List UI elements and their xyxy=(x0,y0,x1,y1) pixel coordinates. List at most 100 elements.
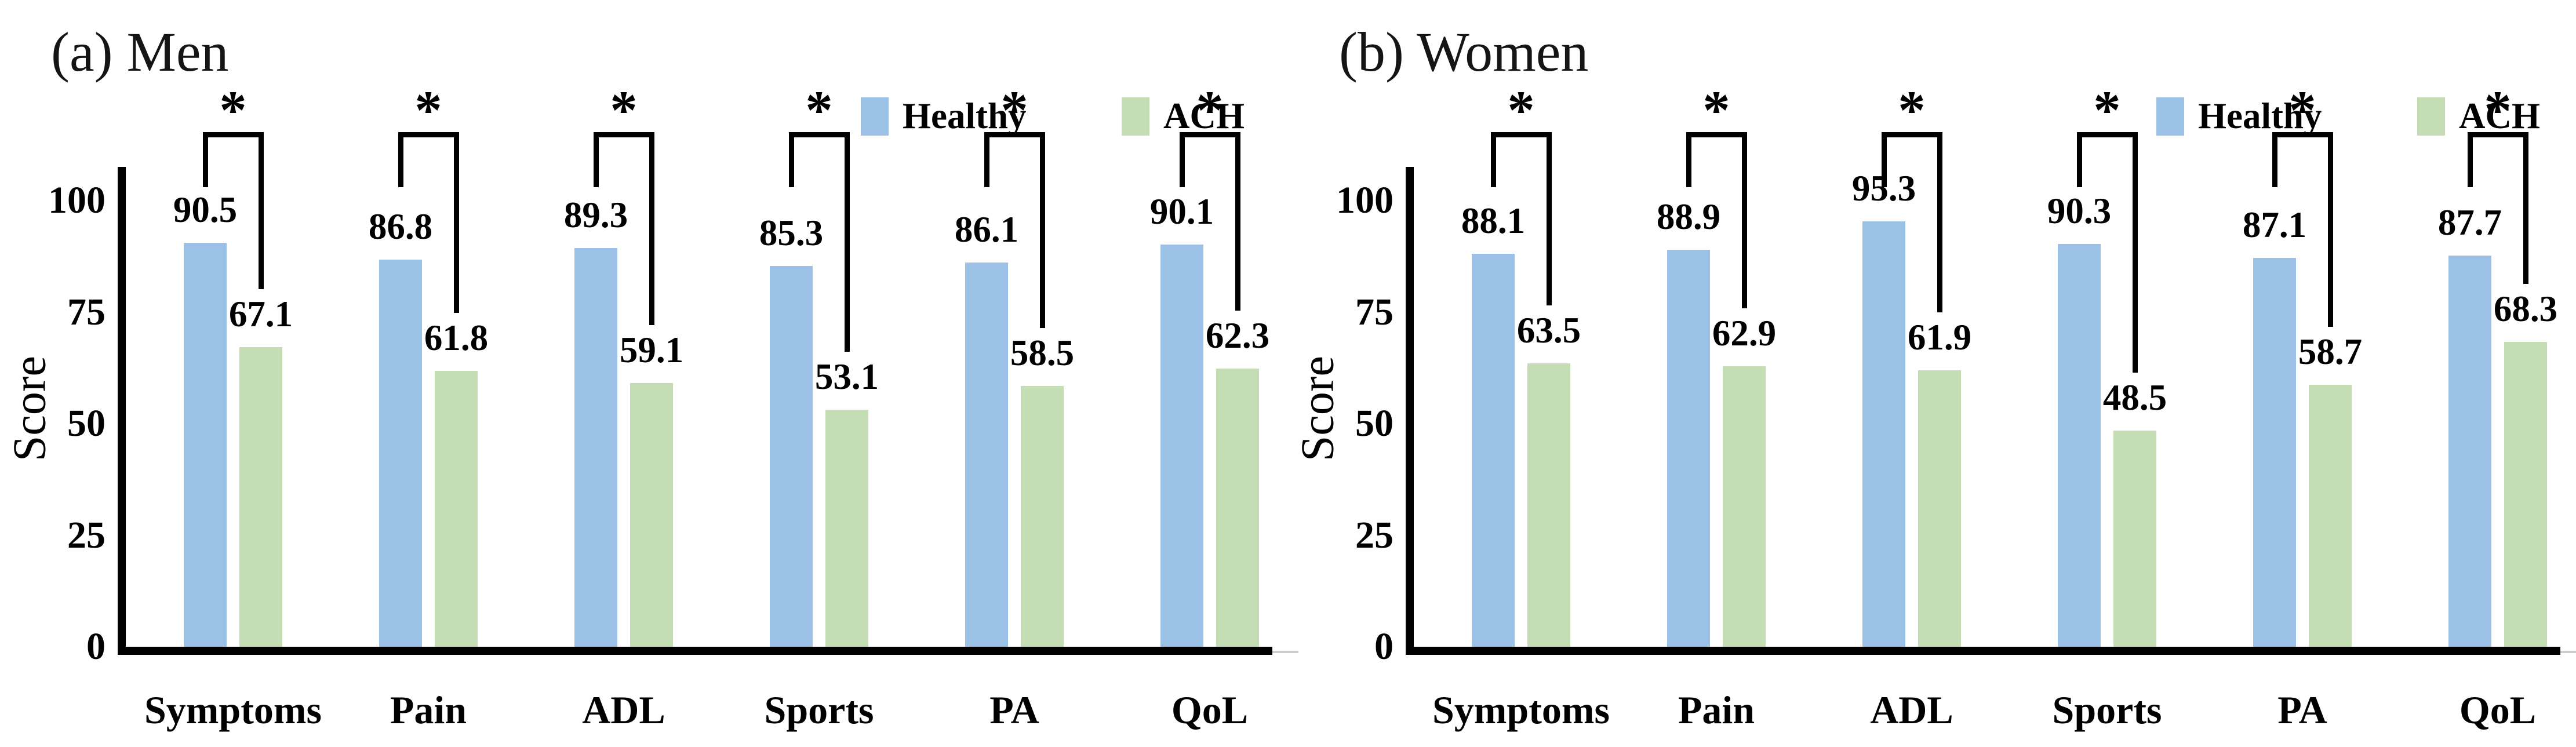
sig-bracket-top xyxy=(984,132,1045,137)
bar-ach-adl xyxy=(1918,370,1961,647)
legend-swatch-healthy xyxy=(861,97,889,136)
sig-bracket-left xyxy=(398,132,403,187)
sig-star: * xyxy=(1898,79,1926,141)
sig-bracket-top xyxy=(398,132,459,137)
y-tick-label: 25 xyxy=(67,513,105,556)
y-tick-label: 0 xyxy=(86,625,105,668)
sig-bracket-right xyxy=(2133,132,2138,373)
sig-bracket-right xyxy=(2328,132,2333,327)
legend-swatch-ach xyxy=(1122,97,1149,136)
legend: Healthy ACH xyxy=(1288,0,2576,151)
sig-bracket-left xyxy=(2468,132,2473,187)
sig-star: * xyxy=(2093,79,2121,141)
sig-bracket-left xyxy=(1491,132,1496,187)
sig-bracket-right xyxy=(845,132,850,352)
value-label: 58.7 xyxy=(2298,331,2363,372)
sig-star: * xyxy=(1702,79,1730,141)
sig-star: * xyxy=(805,79,833,141)
value-label: 90.3 xyxy=(2047,190,2112,231)
bar-healthy-adl xyxy=(574,248,617,647)
sig-bracket-top xyxy=(2272,132,2333,137)
sig-star: * xyxy=(2288,79,2316,141)
sig-bracket-right xyxy=(259,132,264,290)
sig-bracket-top xyxy=(1180,132,1240,137)
x-axis-line xyxy=(118,647,1272,655)
value-label: 87.1 xyxy=(2242,205,2307,246)
y-tick-label: 75 xyxy=(1355,290,1393,333)
bar-ach-adl xyxy=(630,382,673,647)
value-label: 61.8 xyxy=(424,318,489,359)
value-label: 63.5 xyxy=(1516,310,1581,351)
bar-ach-symptoms xyxy=(1527,363,1570,647)
y-tick-label: 100 xyxy=(1336,179,1393,221)
bar-healthy-sports xyxy=(2058,243,2101,647)
y-tick-label: 100 xyxy=(48,179,105,221)
bar-healthy-pa xyxy=(965,263,1008,647)
x-axis-line xyxy=(1406,647,2560,655)
bar-healthy-symptoms xyxy=(1472,253,1515,647)
category-label: PA xyxy=(989,688,1039,732)
y-tick-label: 50 xyxy=(1355,402,1393,444)
sig-star: * xyxy=(414,79,442,141)
sig-star: * xyxy=(610,79,638,141)
panel-title: (b) Women xyxy=(1339,21,1589,83)
sig-bracket-left xyxy=(1686,132,1691,187)
value-label: 62.9 xyxy=(1712,312,1777,354)
sig-bracket-top xyxy=(1882,132,1942,137)
value-label: 90.1 xyxy=(1149,191,1214,232)
sig-bracket-right xyxy=(1742,132,1747,308)
bar-ach-sports xyxy=(825,410,868,647)
legend-swatch-healthy xyxy=(2156,97,2184,136)
sig-star: * xyxy=(219,79,247,141)
category-label: Symptoms xyxy=(144,688,322,732)
bar-healthy-pain xyxy=(1667,250,1710,647)
value-label: 58.5 xyxy=(1010,332,1075,373)
x-axis-extension xyxy=(1272,651,1298,653)
sig-bracket-right xyxy=(1235,132,1240,311)
y-tick-label: 75 xyxy=(67,290,105,333)
sig-bracket-left xyxy=(2077,132,2082,187)
category-label: Sports xyxy=(764,688,874,732)
sig-star: * xyxy=(1507,79,1535,141)
bar-healthy-symptoms xyxy=(184,243,227,647)
bar-healthy-pa xyxy=(2253,258,2296,647)
chart-panel-women: (b) Women Score Healthy ACH 0 25 50 75 100 88… xyxy=(1288,0,2576,747)
value-label: 67.1 xyxy=(228,294,293,335)
sig-bracket-right xyxy=(1937,132,1942,313)
category-label: Symptoms xyxy=(1432,688,1610,732)
y-tick-label: 25 xyxy=(1355,513,1393,556)
sig-star: * xyxy=(1000,79,1028,141)
sig-bracket-left xyxy=(2272,132,2277,187)
sig-bracket-left xyxy=(203,132,208,187)
sig-bracket-left xyxy=(984,132,989,187)
panel-title: (a) Men xyxy=(51,21,229,83)
plot-area-women: 0 25 50 75 100 88.1 63.5 * Symptoms 88.9 62.9 * Pain… xyxy=(1288,0,2576,747)
bar-ach-symptoms xyxy=(239,347,282,647)
value-label: 68.3 xyxy=(2493,289,2558,330)
sig-bracket-top xyxy=(594,132,654,137)
bar-healthy-pain xyxy=(379,259,422,647)
y-axis-line xyxy=(1406,167,1414,655)
x-axis-extension xyxy=(2560,651,2576,653)
bar-healthy-qol xyxy=(2448,255,2491,647)
bar-ach-pain xyxy=(1723,366,1766,647)
sig-bracket-right xyxy=(649,132,654,325)
sig-bracket-top xyxy=(2077,132,2138,137)
sig-bracket-top xyxy=(2468,132,2528,137)
value-label: 53.1 xyxy=(814,356,879,398)
sig-bracket-right xyxy=(2523,132,2528,285)
sig-bracket-top xyxy=(1491,132,1552,137)
bar-healthy-sports xyxy=(770,266,813,647)
value-label: 86.1 xyxy=(954,209,1019,250)
value-label: 86.8 xyxy=(368,206,433,247)
category-label: Pain xyxy=(1678,688,1755,732)
sig-bracket-left xyxy=(594,132,599,187)
y-tick-label: 50 xyxy=(67,402,105,444)
value-label: 62.3 xyxy=(1205,315,1270,356)
sig-bracket-top xyxy=(1686,132,1747,137)
legend-item-healthy: Healthy xyxy=(861,95,1027,137)
bar-ach-qol xyxy=(2504,342,2547,647)
sig-bracket-top xyxy=(203,132,264,137)
sig-bracket-right xyxy=(1040,132,1045,328)
